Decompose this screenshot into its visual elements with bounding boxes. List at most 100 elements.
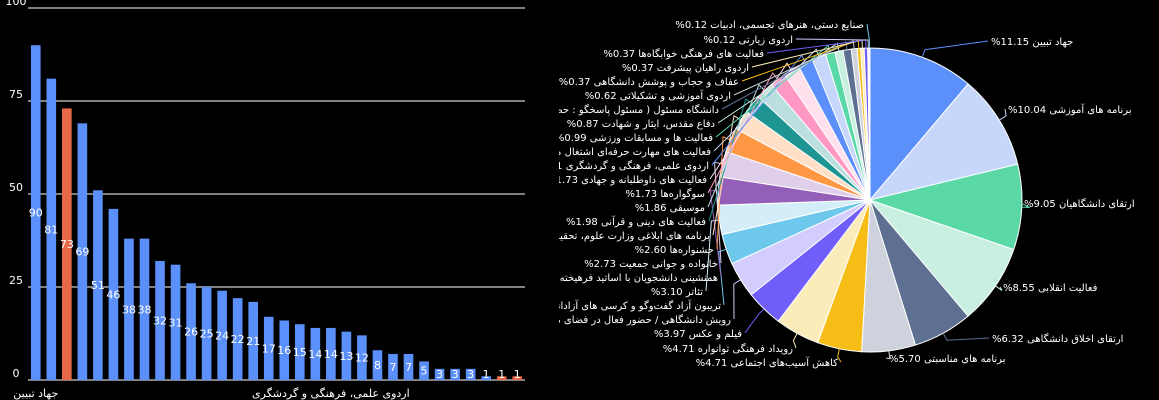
pie-leader-line	[741, 39, 860, 82]
y-tick-label: 50	[9, 181, 23, 194]
pie-leader-line	[705, 219, 720, 292]
pie-slice-label: %تریبون آزاد گفت‌وگو و کرسی های آزاداندی…	[559, 299, 721, 312]
bar-value-label: 8	[374, 359, 381, 372]
bar-value-label: 3	[436, 368, 443, 381]
bar	[93, 190, 103, 380]
bar	[46, 78, 57, 381]
bar-value-label: 1	[498, 368, 505, 381]
bar-value-label: 1	[514, 368, 521, 381]
pie-leader-line	[866, 23, 870, 49]
pie-leader-line	[733, 279, 741, 320]
pie-chart: %جهاد تبیین 11.15 %برنامه های آموزشی 10.0…	[559, 20, 1135, 369]
bar-value-label: 15	[293, 346, 307, 359]
bar-value-label: 5	[421, 365, 428, 378]
pie-slice-label: %اردوی آموزشی و تشکیلاتی 0.62	[585, 89, 731, 102]
pie-slice-label: %ارتقای اخلاق دانشگاهی 6.32	[992, 333, 1123, 345]
bar-value-label: 24	[215, 329, 229, 342]
pie-slice	[869, 47, 969, 202]
bar	[372, 350, 383, 380]
pie-slice-label: %برنامه های آموزشی 10.04	[1008, 103, 1132, 116]
bar-value-label: 3	[467, 368, 474, 381]
bar-value-label: 16	[277, 344, 291, 357]
bar-value-label: 38	[137, 303, 151, 316]
bar-value-label: 21	[246, 335, 260, 348]
bar	[481, 376, 491, 380]
bar-value-label: 3	[452, 368, 459, 381]
bar-value-label: 73	[60, 238, 74, 251]
pie-leader-line	[718, 248, 727, 306]
bar	[357, 335, 367, 380]
bar-value-label: 46	[106, 288, 120, 301]
bar-value-label: 90	[29, 207, 43, 220]
pie-slice-label: %دانشگاه مسئول ( مسئول پاسخگو : حضور مسئ…	[559, 104, 719, 116]
pie-slice-label: %سوگواره‌ها 1.73	[625, 188, 705, 200]
bar-value-label: 12	[355, 352, 369, 365]
pie-slice-label: %فعالیت های فرهنگی خوابگاه‌ها 0.37	[603, 48, 764, 60]
pie-slice	[868, 163, 1023, 251]
x-tick-label: جهاد تبیین	[13, 387, 58, 400]
bar-value-label: 14	[308, 348, 322, 361]
bar-value-label: 1	[483, 368, 490, 381]
pie-slice-label: %دفاع مقدس، ایثار و شهادت 0.87	[567, 119, 715, 130]
bar-value-label: 7	[405, 361, 412, 374]
pie-slice-label: %تئاتر 3.10	[651, 287, 703, 298]
bar-value-label: 31	[169, 316, 183, 329]
pie-slice-label: %خانواده و جوانی جمعیت 2.73	[584, 259, 718, 270]
y-tick-label: 0	[13, 367, 20, 380]
bar	[186, 283, 196, 380]
pie-slice-label: %موسیقی 1.86	[635, 203, 705, 214]
pie-slice-label: %رویداد فرهنگی توانواره 4.71	[663, 343, 793, 355]
pie-leader-line	[942, 332, 990, 341]
bar	[77, 123, 88, 380]
bar	[155, 260, 165, 380]
bar	[62, 108, 72, 380]
bar	[263, 316, 274, 380]
bar-value-label: 13	[339, 350, 353, 363]
bar	[310, 327, 321, 380]
pie-leader-line	[995, 285, 1003, 291]
bar	[108, 208, 119, 380]
bar-value-label: 25	[200, 328, 214, 341]
pie-slice-label: %فعالیت های داوطلبانه و جهادی 1.73	[559, 175, 707, 186]
bar	[434, 368, 445, 380]
bar-value-label: 51	[91, 279, 105, 292]
pie-leader-line	[716, 136, 731, 250]
bar	[232, 298, 243, 380]
bar-value-label: 22	[231, 333, 245, 346]
pie-slice-label: %برنامه های مناسبتی 5.70	[889, 354, 1005, 365]
y-tick-label: 100	[6, 0, 27, 8]
bar-value-label: 81	[44, 223, 58, 236]
pie-leader-line	[1020, 202, 1031, 209]
pie-leader-line	[795, 38, 869, 49]
bar-value-label: 17	[262, 342, 276, 355]
pie-leader-line	[733, 40, 855, 96]
pie-slice-label: %کاهش آسیب‌های اجتماعی 4.71	[696, 356, 839, 369]
pie-slice-label: %ارتقای دانشگاهیان 9.05	[1024, 198, 1135, 210]
pie-leader-line	[744, 308, 765, 334]
bar	[139, 238, 150, 380]
bar-value-label: 38	[122, 303, 136, 316]
bar	[403, 353, 414, 380]
bar	[248, 301, 259, 380]
pie-slice-label: %رویش دانشگاهی / حضور فعال در فضای مجازی…	[559, 314, 731, 326]
bar	[496, 376, 507, 380]
bar	[388, 353, 398, 380]
bar	[465, 368, 476, 380]
bar	[419, 361, 429, 380]
pie-slice-label: %فیلم و عکس 3.97	[654, 329, 742, 340]
pie-slice-label: %فعالیت های دینی و قرآنی 1.98	[566, 215, 706, 228]
pie-slice-label: %اردوی علمی، فرهنگی و گردشگری 1.61	[559, 160, 709, 172]
pie-leader-line	[837, 348, 842, 363]
pie-leader-line	[999, 108, 1007, 121]
pie-slice-label: %جشنواره‌ها 2.60	[635, 245, 714, 256]
bar	[294, 324, 305, 380]
bar	[124, 238, 134, 380]
pie-slice-label: %فعالیت ها و مسابقات ورزشی 0.99	[559, 133, 713, 144]
pie-slice-label: %فعالیت های مهارت حرفه‌ای اشتغال محور 1.…	[559, 147, 711, 158]
pie-leader-line	[721, 41, 848, 110]
pie-leader-line	[792, 333, 798, 349]
bar	[450, 368, 460, 380]
pie-leader-line	[709, 62, 792, 180]
bar-value-label: 26	[184, 326, 198, 339]
pie-slice-label: %همنشینی دانشجویان با اساتید فرهیخته 2.9…	[559, 273, 718, 284]
